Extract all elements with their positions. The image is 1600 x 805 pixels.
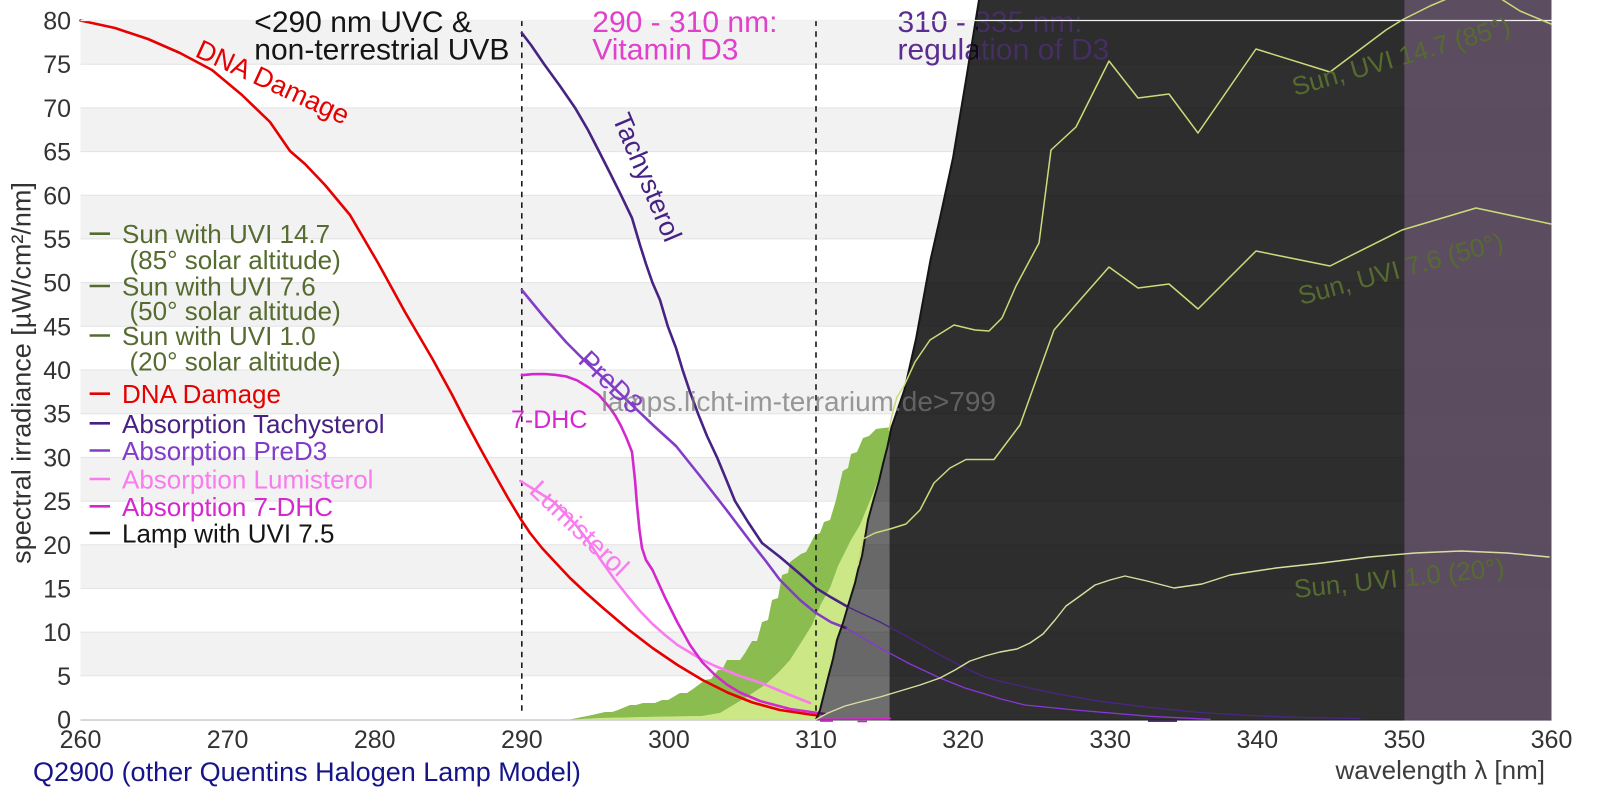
svg-text:260: 260	[60, 726, 102, 754]
svg-text:340: 340	[1236, 726, 1278, 754]
svg-text:280: 280	[354, 726, 396, 754]
svg-text:Absorption 7-DHC: Absorption 7-DHC	[122, 492, 333, 522]
svg-text:(85° solar altitude): (85° solar altitude)	[130, 245, 341, 275]
svg-text:Q2900 (other Quentins Halogen: Q2900 (other Quentins Halogen Lamp Model…	[33, 757, 581, 787]
svg-text:Absorption PreD3: Absorption PreD3	[122, 436, 327, 466]
svg-text:15: 15	[43, 575, 71, 603]
svg-text:290 - 310 nm:: 290 - 310 nm:	[592, 6, 777, 39]
svg-text:(20° solar altitude): (20° solar altitude)	[130, 346, 341, 376]
svg-text:300: 300	[648, 726, 690, 754]
svg-text:7-DHC: 7-DHC	[511, 406, 587, 434]
svg-text:70: 70	[43, 95, 71, 123]
svg-text:Sun with UVI 14.7: Sun with UVI 14.7	[122, 219, 330, 249]
svg-text:290: 290	[501, 726, 543, 754]
svg-text:<290 nm UVC &: <290 nm UVC &	[254, 6, 472, 39]
svg-text:10: 10	[43, 619, 71, 647]
svg-text:65: 65	[43, 139, 71, 167]
svg-text:20: 20	[43, 532, 71, 560]
svg-text:(50° solar altitude): (50° solar altitude)	[130, 296, 341, 326]
svg-text:45: 45	[43, 313, 71, 341]
svg-text:Lamp with UVI 7.5: Lamp with UVI 7.5	[122, 519, 334, 549]
svg-text:60: 60	[43, 182, 71, 210]
svg-text:320: 320	[942, 726, 984, 754]
svg-text:40: 40	[43, 357, 71, 385]
svg-text:Absorption Lumisterol: Absorption Lumisterol	[122, 465, 373, 495]
svg-text:Sun with UVI 1.0: Sun with UVI 1.0	[122, 321, 316, 351]
svg-text:270: 270	[207, 726, 249, 754]
svg-text:75: 75	[43, 51, 71, 79]
svg-text:330: 330	[1089, 726, 1131, 754]
svg-text:0: 0	[57, 707, 71, 735]
svg-text:non-terrestrial UVB: non-terrestrial UVB	[254, 34, 509, 67]
svg-text:lamps.licht-im-terrarium.de>79: lamps.licht-im-terrarium.de>799	[602, 386, 996, 417]
svg-text:Vitamin D3: Vitamin D3	[592, 34, 738, 67]
svg-text:360: 360	[1531, 726, 1573, 754]
svg-text:spectral irradiance [µW/cm²/nm: spectral irradiance [µW/cm²/nm]	[7, 182, 37, 564]
svg-text:310: 310	[795, 726, 837, 754]
svg-text:DNA Damage: DNA Damage	[122, 379, 281, 409]
svg-text:regulation of D3: regulation of D3	[898, 34, 1110, 67]
svg-text:30: 30	[43, 444, 71, 472]
svg-text:310 - 335 nm:: 310 - 335 nm:	[898, 6, 1083, 39]
svg-text:Absorption Tachysterol: Absorption Tachysterol	[122, 409, 385, 439]
svg-text:55: 55	[43, 226, 71, 254]
svg-text:35: 35	[43, 401, 71, 429]
svg-text:80: 80	[43, 8, 71, 36]
svg-text:Sun with UVI 7.6: Sun with UVI 7.6	[122, 272, 316, 302]
svg-text:350: 350	[1384, 726, 1426, 754]
svg-text:wavelength λ [nm]: wavelength λ [nm]	[1334, 755, 1545, 785]
svg-text:50: 50	[43, 270, 71, 298]
svg-text:25: 25	[43, 488, 71, 516]
svg-text:5: 5	[57, 663, 71, 691]
